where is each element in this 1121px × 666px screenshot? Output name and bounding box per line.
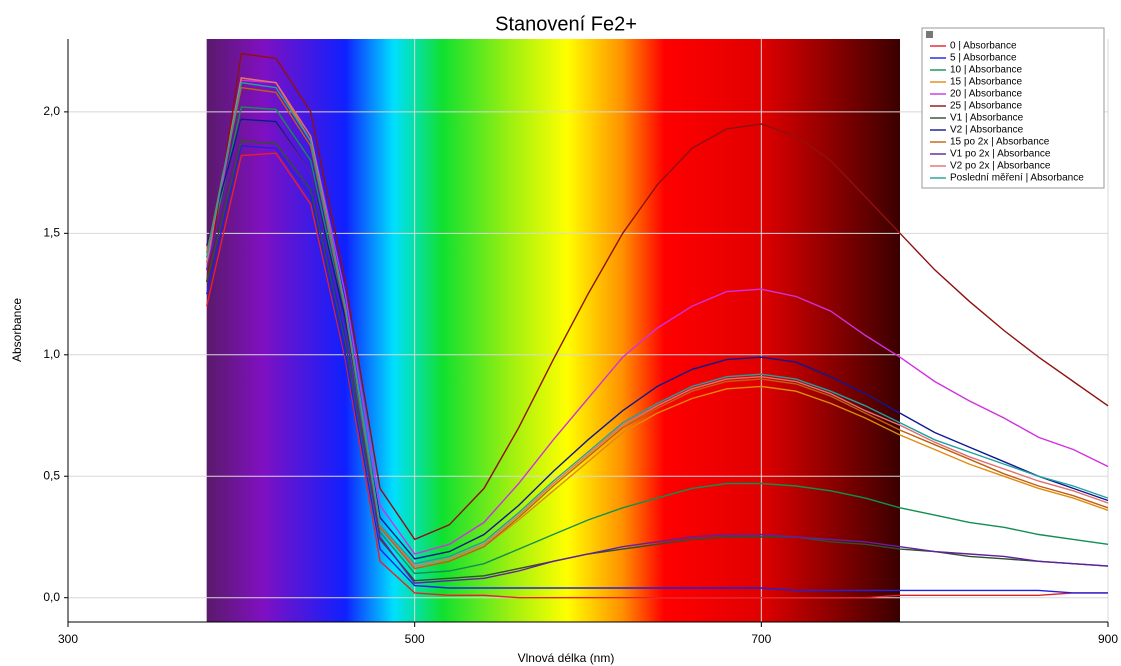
series-line bbox=[206, 140, 1109, 582]
x-tick-label: 500 bbox=[405, 632, 425, 646]
series-line bbox=[206, 120, 1109, 584]
series-line bbox=[206, 79, 1109, 555]
legend-label: 20 | Absorbance bbox=[950, 89, 1023, 100]
series-line bbox=[206, 106, 1109, 575]
series-line bbox=[206, 145, 1108, 594]
legend-label: V1 po 2x | Absorbance bbox=[950, 149, 1051, 160]
legend-box bbox=[921, 27, 1105, 189]
legend-label: 0 | Absorbance bbox=[950, 41, 1017, 52]
y-axis-label: Absorbance bbox=[10, 298, 24, 362]
series-line bbox=[206, 152, 1108, 599]
series-line bbox=[206, 52, 1109, 541]
y-tick-label: 1,5 bbox=[43, 226, 60, 240]
x-tick-label: 900 bbox=[1098, 632, 1118, 646]
legend-icon[interactable] bbox=[926, 31, 933, 38]
x-tick-label: 300 bbox=[58, 632, 78, 646]
legend-label: 25 | Absorbance bbox=[950, 101, 1023, 112]
y-tick-label: 2,0 bbox=[43, 104, 60, 118]
legend-label: V2 po 2x | Absorbance bbox=[950, 161, 1051, 172]
legend-label: 5 | Absorbance bbox=[950, 53, 1017, 64]
legend-label: 15 po 2x | Absorbance bbox=[950, 137, 1050, 148]
x-tick-label: 700 bbox=[751, 632, 771, 646]
legend-label: V2 | Absorbance bbox=[950, 125, 1024, 136]
y-tick-label: 0,5 bbox=[43, 468, 60, 482]
y-tick-label: 0,0 bbox=[43, 590, 60, 604]
series-line bbox=[206, 81, 1109, 565]
chart-title: Stanovení Fe2+ bbox=[495, 13, 637, 35]
legend-label: 15 | Absorbance bbox=[950, 77, 1023, 88]
legend-label: 10 | Absorbance bbox=[950, 65, 1023, 76]
x-axis-label: Vlnová délka (nm) bbox=[518, 651, 615, 665]
legend-label: V1 | Absorbance bbox=[950, 113, 1024, 124]
spectrum-band bbox=[206, 39, 900, 622]
legend-label: Poslední měření | Absorbance bbox=[950, 173, 1084, 184]
y-tick-label: 1,0 bbox=[43, 347, 60, 361]
